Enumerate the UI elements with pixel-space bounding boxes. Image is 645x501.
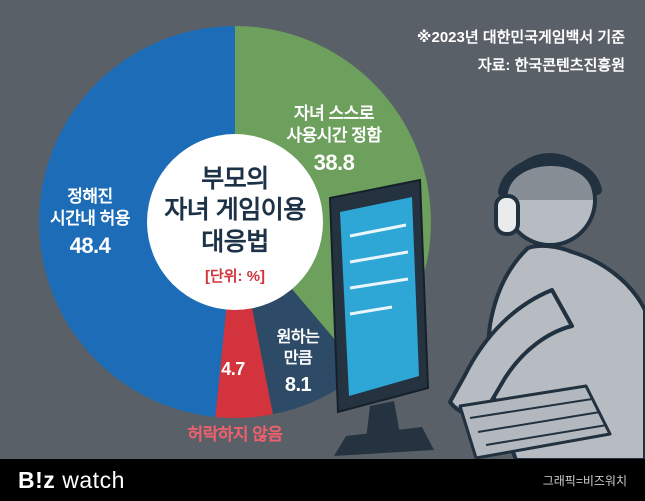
monitor-icon (328, 178, 434, 456)
chart-title-line: 자녀 게임이용 (164, 196, 306, 225)
chart-title: 부모의 자녀 게임이용 대응법 [단위: %] (145, 164, 325, 286)
keyboard-key-rows (469, 398, 608, 446)
slice-value: 38.8 (313, 150, 355, 176)
source-notes: ※2023년 대한민국게임백서 기준 자료: 한국콘텐츠진흥원 (417, 24, 625, 80)
pie-slice-2 (215, 222, 273, 418)
graphic-credit: 그래픽=비즈워치 (542, 473, 627, 488)
pie-slice-3 (39, 26, 236, 417)
person-at-computer-illustration (328, 153, 645, 460)
screen-text-lines (349, 223, 409, 316)
slice-label-line: 자녀 스스로 (294, 104, 374, 123)
slice-value: 4.7 (221, 359, 245, 379)
slice-value-not-allowed: 4.7 (207, 358, 259, 381)
headphones-earcup-icon (494, 194, 520, 236)
bizwatch-logo: B!z watch (18, 467, 125, 494)
monitor-screen (340, 197, 419, 396)
chart-title-line: 부모의 (201, 165, 269, 193)
headphones-band-icon (498, 156, 602, 197)
monitor-stand-base (334, 427, 434, 456)
slice-label-line: 정해진 (67, 187, 113, 206)
slice-label-child-decides-time: 자녀 스스로 사용시간 정함 38.8 (268, 103, 400, 178)
chart-unit-label: [단위: %] (204, 267, 266, 285)
slice-value: 48.4 (69, 233, 111, 259)
logo-part-biz: B!z (18, 466, 56, 493)
slice-label-line: 시간내 허용 (50, 209, 130, 229)
donut-hole (147, 134, 323, 310)
footer-bar: B!z watch 그래픽=비즈워치 (0, 459, 645, 501)
slice-label-line: 만큼 (283, 349, 313, 367)
note-source: 자료: 한국콘텐츠진흥원 (477, 56, 625, 74)
slice-label-allowed-within-set-time: 정해진 시간내 허용 48.4 (28, 186, 152, 261)
note-standard: ※2023년 대한민국게임백서 기준 (416, 29, 625, 46)
slice-label-not-allowed: 허락하지 않음 (187, 425, 283, 444)
slice-label-line: 원하는 (276, 329, 320, 346)
chart-title-line: 대응법 (201, 227, 269, 256)
slice-label-line: 사용시간 정함 (286, 126, 382, 146)
slice-value: 8.1 (284, 373, 312, 396)
logo-part-watch: watch (62, 466, 125, 493)
keyboard-icon (458, 384, 612, 460)
monitor-stand-neck (366, 401, 400, 439)
slice-label-as-much-as-wanted: 원하는 만큼 8.1 (262, 328, 334, 398)
